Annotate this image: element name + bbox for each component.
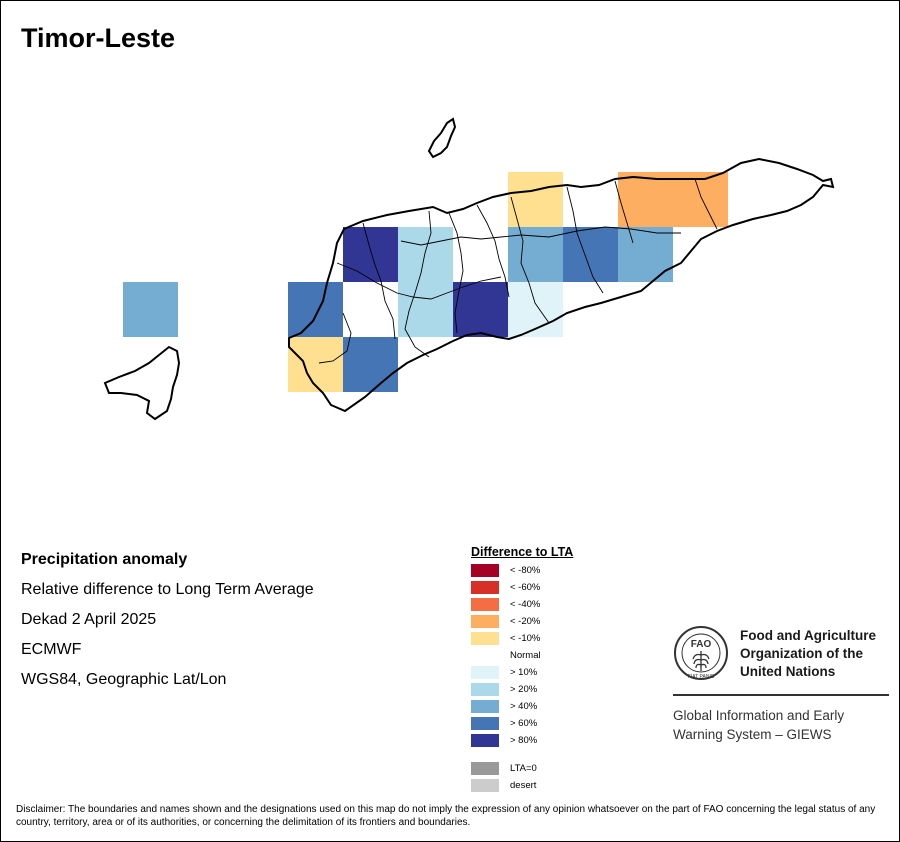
legend-label: Normal [510, 650, 541, 661]
map-title: Timor-Leste [21, 23, 176, 53]
product-title: Precipitation anomaly [21, 551, 188, 568]
period-label: Dekad 2 April 2025 [21, 611, 157, 628]
legend-item: < -20% [471, 615, 611, 629]
legend-swatch [471, 649, 499, 662]
anomaly-cell [618, 172, 673, 227]
legend-swatch [471, 734, 499, 747]
legend-label: < -80% [510, 565, 541, 576]
legend-item: < -60% [471, 581, 611, 595]
map-canvas [103, 117, 835, 421]
legend-swatch [471, 683, 499, 696]
anomaly-cell [343, 337, 398, 392]
district-boundaries [318, 178, 718, 364]
legend-item: > 40% [471, 700, 611, 714]
anomaly-cell [618, 227, 673, 282]
legend-label: < -20% [510, 616, 541, 627]
legend-swatch [471, 762, 499, 775]
anomaly-cell [398, 227, 453, 282]
oecusse-outline [103, 345, 181, 421]
legend-item: Normal [471, 649, 611, 663]
anomaly-cell [508, 172, 563, 227]
anomaly-cell [343, 227, 398, 282]
legend-swatch [471, 666, 499, 679]
legend-swatch [471, 700, 499, 713]
anomaly-grid [123, 172, 728, 392]
projection-label: WGS84, Geographic Lat/Lon [21, 671, 227, 688]
legend-label: > 60% [510, 718, 538, 729]
fao-logo-motto: FIAT PANIS [688, 674, 715, 680]
divider [673, 694, 889, 696]
legend-swatch [471, 564, 499, 577]
legend-swatch [471, 779, 499, 792]
disclaimer-text: Disclaimer: The boundaries and names sho… [16, 804, 876, 828]
legend-swatch [471, 717, 499, 730]
legend-label: < -60% [510, 582, 541, 593]
legend-label: LTA=0 [510, 763, 537, 774]
anomaly-cell [453, 282, 508, 337]
legend-label: > 40% [510, 701, 538, 712]
fao-logo-letters: FAO [691, 639, 712, 650]
atauro-island-outline [427, 117, 457, 159]
anomaly-cell [563, 227, 618, 282]
legend-item: < -80% [471, 564, 611, 578]
anomaly-cell [288, 337, 343, 392]
legend-item: > 20% [471, 683, 611, 697]
legend-item: desert [471, 779, 611, 793]
fao-organization-name: Food and Agriculture Organization of the… [740, 628, 876, 679]
legend-label: > 10% [510, 667, 538, 678]
legend-label: < -10% [510, 633, 541, 644]
legend-title: Difference to LTA [471, 545, 574, 559]
legend-label: < -40% [510, 599, 541, 610]
main-island-outline [288, 157, 835, 413]
anomaly-cell [398, 282, 453, 337]
legend-item: LTA=0 [471, 762, 611, 776]
legend-swatch [471, 581, 499, 594]
legend-item: < -10% [471, 632, 611, 646]
legend-item: > 10% [471, 666, 611, 680]
legend-swatch [471, 615, 499, 628]
legend-swatch [471, 598, 499, 611]
legend-label: > 20% [510, 684, 538, 695]
giews-system-name: Global Information and Early Warning Sys… [673, 708, 845, 742]
legend-item: < -40% [471, 598, 611, 612]
legend-label: > 80% [510, 735, 538, 746]
country-boundaries [103, 117, 835, 421]
legend-label: desert [510, 780, 537, 791]
legend-item: > 80% [471, 734, 611, 748]
legend-swatch [471, 632, 499, 645]
data-source-label: ECMWF [21, 641, 82, 658]
product-description: Relative difference to Long Term Average [21, 581, 314, 598]
fao-logo-icon: FAO FIAT PANIS [674, 626, 728, 680]
anomaly-cell [288, 282, 343, 337]
anomaly-cell [673, 172, 728, 227]
legend-item: > 60% [471, 717, 611, 731]
anomaly-cell [123, 282, 178, 337]
